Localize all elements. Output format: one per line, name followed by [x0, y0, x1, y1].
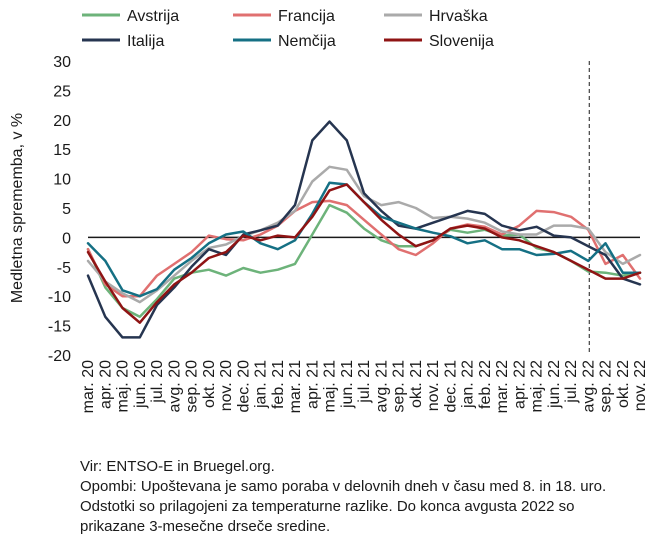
legend-label: Francija — [278, 8, 335, 25]
x-tick-label: jun. 21 — [339, 360, 356, 409]
y-tick-label: 10 — [53, 172, 71, 189]
y-tick-label: 0 — [62, 230, 71, 247]
source-note: Vir: ENTSO-E in Bruegel.org. — [80, 458, 275, 475]
y-tick-label: -20 — [48, 348, 71, 365]
legend-label: Italija — [127, 33, 164, 50]
chart-legend: Avstrija Francija Hrvaška Italija Nemčija Slo… — [82, 8, 494, 50]
y-tick-label: 5 — [62, 201, 71, 218]
legend-label: Avstrija — [127, 8, 179, 25]
x-tick-label: maj. 20 — [115, 360, 132, 413]
plot-area — [86, 61, 642, 355]
x-tick-label: nov. 20 — [218, 360, 235, 411]
x-tick-label: apr. 22 — [511, 360, 528, 409]
legend-label: Slovenija — [429, 33, 494, 50]
x-tick-label: okt. 21 — [408, 360, 425, 408]
x-tick-label: jul. 20 — [149, 360, 166, 404]
y-axis: -20 -15 -10 -5 0 5 10 15 20 25 30 — [48, 54, 71, 365]
x-tick-label: avg. 21 — [373, 360, 390, 413]
x-tick-label: nov. 21 — [425, 360, 442, 411]
explanatory-note: Opombi: Upoštevana je samo poraba v delo… — [80, 478, 607, 535]
series-line-slovenija — [86, 183, 642, 324]
x-tick-label: apr. 20 — [97, 360, 114, 409]
series-line-hrvaška — [86, 165, 642, 304]
x-tick-label: nov. 22 — [632, 360, 649, 411]
x-tick-label: sep. 22 — [598, 360, 615, 413]
y-tick-label: 25 — [53, 83, 71, 100]
y-tick-label: -5 — [57, 260, 71, 277]
x-tick-label: okt. 22 — [615, 360, 632, 408]
x-tick-label: mar. 21 — [287, 360, 304, 413]
series-line-avstrija — [86, 203, 642, 319]
x-tick-label: avg. 22 — [580, 360, 597, 413]
x-tick-label: mar. 22 — [494, 360, 511, 413]
y-tick-label: 30 — [53, 54, 71, 71]
x-tick-label: mar. 20 — [80, 360, 97, 413]
y-axis-title: Medletna sprememba, v % — [9, 113, 26, 303]
legend-label: Nemčija — [278, 33, 336, 50]
legend-label: Hrvaška — [429, 8, 488, 25]
x-tick-label: apr. 21 — [304, 360, 321, 409]
x-tick-label: jan. 22 — [460, 360, 477, 409]
x-tick-label: maj. 22 — [529, 360, 546, 413]
x-tick-label: jan. 21 — [253, 360, 270, 409]
x-tick-label: sep. 21 — [391, 360, 408, 413]
x-tick-label: jun. 20 — [132, 360, 149, 409]
x-tick-label: jun. 22 — [546, 360, 563, 409]
x-axis: mar. 20 apr. 20 maj. 20 jun. 20 jul. 20 avg. … — [80, 360, 649, 413]
x-tick-label: feb. 21 — [270, 360, 287, 409]
x-tick-label: maj. 21 — [322, 360, 339, 413]
x-tick-label: feb. 22 — [477, 360, 494, 409]
x-tick-label: sep. 20 — [184, 360, 201, 413]
x-tick-label: dec. 21 — [442, 360, 459, 413]
series-line-francija — [86, 199, 642, 298]
x-tick-label: jul. 21 — [356, 360, 373, 404]
x-tick-label: jul. 22 — [563, 360, 580, 404]
line-chart: Avstrija Francija Hrvaška Italija Nemčija Slo… — [9, 8, 649, 413]
y-tick-label: 20 — [53, 113, 71, 130]
x-tick-label: okt. 20 — [201, 360, 218, 408]
x-tick-label: avg. 20 — [166, 360, 183, 413]
y-tick-label: -10 — [48, 289, 71, 306]
x-tick-label: dec. 20 — [235, 360, 252, 413]
y-tick-label: -15 — [48, 319, 71, 336]
y-tick-label: 15 — [53, 142, 71, 159]
